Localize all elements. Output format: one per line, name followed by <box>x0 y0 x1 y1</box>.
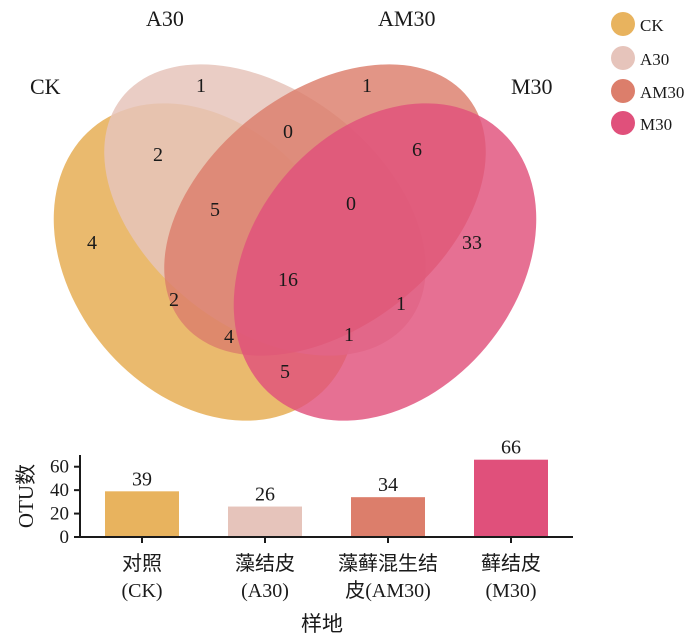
bar-value-labels: 39 26 34 66 <box>132 437 521 506</box>
legend-label-a30: A30 <box>640 50 669 69</box>
legend-swatch-m30 <box>611 111 635 135</box>
venn-label-ck: CK <box>30 74 61 99</box>
venn-count-a30-am30-m30: 0 <box>346 193 356 215</box>
venn-count-ck-a30-m30: 1 <box>344 324 354 346</box>
bar-value-a30: 26 <box>255 484 275 506</box>
legend-label-m30: M30 <box>640 115 672 134</box>
legend-label-am30: AM30 <box>640 83 684 102</box>
venn-count-ck-only: 4 <box>87 232 97 254</box>
category-label-a30-line2: (A30) <box>241 580 289 602</box>
y-tick-label-20: 20 <box>50 504 69 525</box>
legend: CK A30 AM30 M30 <box>611 12 684 135</box>
bar-value-m30: 66 <box>501 437 521 459</box>
venn-count-ck-a30: 2 <box>153 144 163 166</box>
venn-count-ck-am30-m30: 4 <box>224 326 234 348</box>
bar-am30 <box>351 497 425 537</box>
x-axis-title: 样地 <box>301 612 343 636</box>
category-label-m30-line2: (M30) <box>485 580 536 602</box>
y-tick-label-60: 60 <box>50 457 69 478</box>
venn-count-ck-m30: 5 <box>280 361 290 383</box>
venn-ellipse-m30 <box>233 103 537 421</box>
venn-count-a30-only: 1 <box>196 75 206 97</box>
category-label-am30-line2: 皮(AM30) <box>345 579 431 602</box>
bars-group <box>105 459 548 537</box>
category-label-ck-line1: 对照 <box>122 552 162 575</box>
venn-count-ck-a30-am30: 5 <box>210 199 220 221</box>
y-tick-label-0: 0 <box>60 527 70 548</box>
venn-label-am30: AM30 <box>378 6 435 31</box>
legend-label-ck: CK <box>640 16 664 35</box>
category-label-m30-line1: 藓结皮 <box>481 552 541 575</box>
category-label-ck-line2: (CK) <box>121 580 162 602</box>
legend-swatch-a30 <box>611 46 635 70</box>
venn-count-a30-am30: 0 <box>283 121 293 143</box>
bar-m30 <box>474 459 548 537</box>
venn-count-am30-m30: 6 <box>412 139 422 161</box>
legend-swatch-am30 <box>611 79 635 103</box>
bar-value-ck: 39 <box>132 468 152 490</box>
venn-count-a30-m30: 1 <box>396 293 406 315</box>
category-label-am30-line1: 藻藓混生结 <box>338 552 438 575</box>
venn-label-m30: M30 <box>511 74 553 99</box>
venn-count-ck-am30: 2 <box>169 289 179 311</box>
bar-a30 <box>228 506 302 537</box>
venn-count-m30-only: 33 <box>462 232 482 254</box>
venn-label-a30: A30 <box>146 6 184 31</box>
legend-swatch-ck <box>611 12 635 36</box>
category-label-a30-line1: 藻结皮 <box>235 552 295 575</box>
bar-ck <box>105 491 179 537</box>
venn-count-all: 16 <box>278 269 298 291</box>
venn-diagram: CK A30 AM30 M30 4 1 1 33 0 2 6 5 0 16 2 … <box>30 6 553 421</box>
y-tick-label-40: 40 <box>50 480 69 501</box>
y-axis-title: OTU数 <box>14 464 38 528</box>
bar-value-am30: 34 <box>378 474 398 496</box>
venn-count-am30-only: 1 <box>362 75 372 97</box>
